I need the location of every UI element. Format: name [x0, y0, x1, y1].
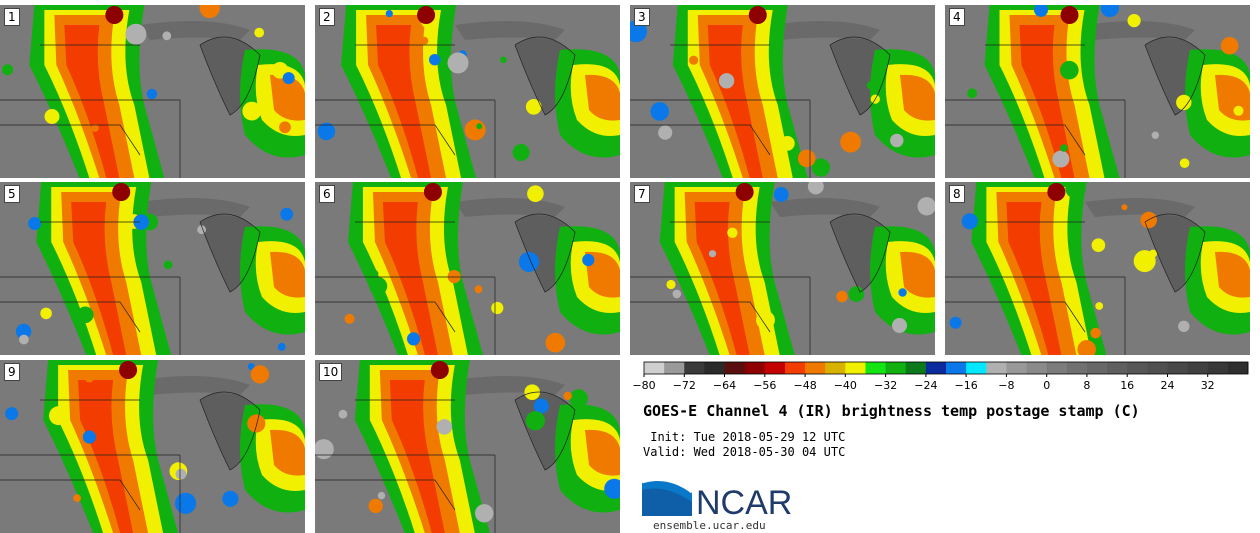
colorbar-tick-label: 32 [1201, 379, 1215, 392]
panel-number: 5 [4, 185, 20, 203]
logo-text: NCAR [696, 484, 792, 518]
colorbar-tick-label: 24 [1161, 379, 1175, 392]
map-panel-7: 7 [630, 182, 935, 355]
colorbar-segment [1006, 362, 1027, 374]
panel-number: 2 [319, 8, 335, 26]
ir-map-image [0, 360, 305, 533]
panel-number: 7 [634, 185, 650, 203]
panel-number: 8 [949, 185, 965, 203]
colorbar-segment [865, 362, 886, 374]
colorbar-segment [1107, 362, 1128, 374]
colorbar-segment [1187, 362, 1209, 374]
panel-number: 4 [949, 8, 965, 26]
ir-map-image [630, 182, 935, 355]
colorbar-segment [805, 362, 826, 374]
colorbar-tick-label: 16 [1120, 379, 1134, 392]
map-panel-6: 6 [315, 182, 620, 355]
map-panel-1: 1 [0, 5, 305, 178]
colorbar-tick-label: −80 [632, 379, 655, 392]
panel-number: 9 [4, 363, 20, 381]
map-panel-10: 10 [315, 360, 620, 533]
colorbar-segment [1086, 362, 1108, 374]
colorbar-segment [946, 362, 967, 374]
map-panel-3: 3 [630, 5, 935, 178]
colorbar-segment [966, 362, 987, 374]
colorbar-segment [986, 362, 1007, 374]
colorbar-segment [644, 362, 665, 374]
colorbar-tick-label: −64 [713, 379, 736, 392]
figure-title: GOES-E Channel 4 (IR) brightness temp po… [643, 402, 1140, 420]
colorbar-segment [1167, 362, 1188, 374]
colorbar-segment [1207, 362, 1229, 374]
colorbar-tick-label: −8 [998, 379, 1014, 392]
ir-map-image [945, 5, 1250, 178]
colorbar-tick-label: −72 [673, 379, 696, 392]
panel-number: 3 [634, 8, 650, 26]
panel-number: 6 [319, 185, 335, 203]
colorbar-segment [764, 362, 786, 374]
ir-map-image [0, 182, 305, 355]
colorbar-segment [825, 362, 846, 374]
colorbar-tick-label: −40 [834, 379, 857, 392]
colorbar-segment [1066, 362, 1088, 374]
colorbar-tick-label: −16 [954, 379, 977, 392]
colorbar-segment [845, 362, 866, 374]
colorbar-segment [905, 362, 927, 374]
colorbar-segment [1147, 362, 1168, 374]
ir-map-image [315, 5, 620, 178]
colorbar-tick-label: −48 [793, 379, 816, 392]
map-panel-4: 4 [945, 5, 1250, 178]
colorbar-segment [704, 362, 725, 374]
colorbar-segment [744, 362, 766, 374]
colorbar-tick-label: −24 [914, 379, 937, 392]
ncar-logo: NCAR [642, 478, 792, 518]
colorbar-segment [1026, 362, 1048, 374]
panel-number: 10 [319, 363, 343, 381]
ir-map-image [0, 5, 305, 178]
map-panel-2: 2 [315, 5, 620, 178]
colorbar-tick-label: −32 [874, 379, 897, 392]
colorbar-segment [1046, 362, 1068, 374]
ir-map-image [315, 182, 620, 355]
colorbar-segment [684, 362, 705, 374]
ir-map-image [315, 360, 620, 533]
valid-time: Valid: Wed 2018-05-30 04 UTC [643, 445, 846, 459]
ir-map-image [630, 5, 935, 178]
init-time: Init: Tue 2018-05-29 12 UTC [643, 430, 846, 444]
temperature-colorbar: −80 −72 −64 −56 −48 −40 −32 −24 −16 −8 0 8 16 24 32 [632, 361, 1249, 392]
colorbar-segment [1227, 362, 1249, 374]
colorbar-segment [664, 362, 685, 374]
colorbar-tick-label: −56 [753, 379, 776, 392]
map-panel-9: 9 [0, 360, 305, 533]
colorbar-segment [925, 362, 947, 374]
colorbar-segment [724, 362, 746, 374]
colorbar-segment [784, 362, 806, 374]
colorbar-segment [885, 362, 907, 374]
colorbar-tick-label: 8 [1083, 379, 1090, 392]
website-url: ensemble.ucar.edu [653, 519, 766, 532]
colorbar-segment [1127, 362, 1148, 374]
panel-number: 1 [4, 8, 20, 26]
ir-map-image [945, 182, 1250, 355]
colorbar-tick-label: 0 [1043, 379, 1050, 392]
map-panel-8: 8 [945, 182, 1250, 355]
map-panel-5: 5 [0, 182, 305, 355]
